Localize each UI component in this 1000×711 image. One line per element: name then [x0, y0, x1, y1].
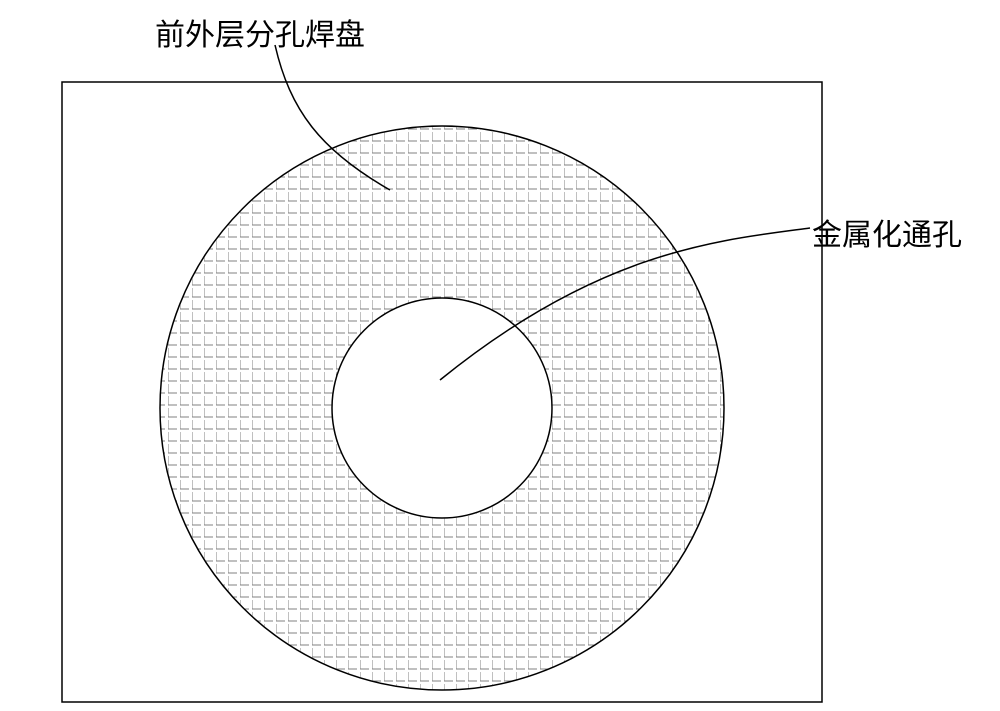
- label-via: 金属化通孔: [812, 210, 962, 254]
- pad-hatch: [160, 126, 724, 690]
- diagram-canvas: 前外层分孔焊盘 金属化通孔: [0, 0, 1000, 711]
- label-pad: 前外层分孔焊盘: [155, 10, 365, 54]
- diagram-svg: [0, 0, 1000, 711]
